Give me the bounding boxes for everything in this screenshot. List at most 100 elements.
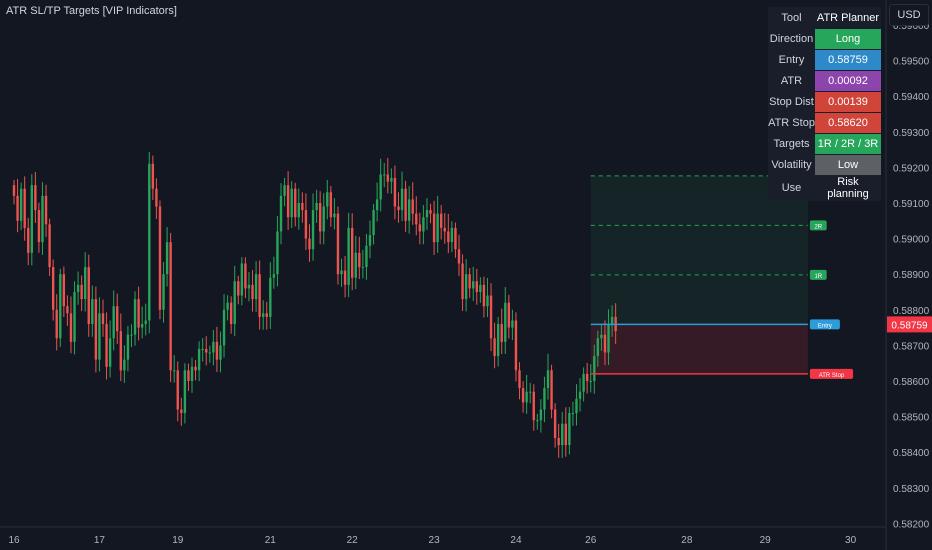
- candle: [347, 212, 350, 298]
- candle: [233, 265, 236, 337]
- candle: [397, 192, 400, 223]
- price-tick-label: 0.58900: [893, 270, 930, 281]
- time-axis[interactable]: 16 17 19 21 22 23 24 26 28 29 30: [8, 535, 856, 546]
- indicator-title[interactable]: ATR SL/TP Targets [VIP Indicators]: [6, 5, 177, 17]
- time-tick-label: 28: [681, 535, 693, 546]
- candle: [226, 295, 229, 321]
- candle: [155, 178, 158, 219]
- axes[interactable]: [0, 0, 887, 550]
- candle: [16, 179, 19, 233]
- candle: [116, 293, 119, 344]
- price-badges: 0.58759: [887, 316, 932, 333]
- candle: [561, 411, 564, 458]
- candle: [553, 403, 557, 448]
- candle: [525, 374, 528, 414]
- candle: [311, 193, 315, 261]
- candle: [237, 275, 240, 305]
- candle: [37, 202, 41, 253]
- candle: [44, 184, 48, 237]
- price-tick-label: 0.58600: [893, 377, 930, 388]
- candle: [240, 257, 244, 306]
- candle: [447, 213, 450, 254]
- candle: [464, 258, 468, 312]
- price-tick-label: 0.59100: [893, 199, 930, 210]
- candle: [276, 216, 279, 287]
- price-tick-label: 0.59000: [893, 235, 930, 246]
- time-tick-label: 21: [265, 535, 277, 546]
- candle: [557, 423, 560, 458]
- candle: [69, 296, 73, 354]
- time-tick-label: 30: [845, 535, 857, 546]
- candle: [251, 270, 254, 312]
- candle: [98, 297, 101, 372]
- price-axis[interactable]: 0.59600 0.59500 0.59400 0.59300 0.59200 0.591…: [893, 21, 930, 531]
- candle: [208, 345, 211, 363]
- candle: [187, 363, 190, 392]
- time-tick-label: 19: [172, 535, 184, 546]
- candle: [290, 181, 293, 229]
- candle: [73, 281, 76, 355]
- candle: [354, 235, 357, 290]
- candle: [205, 336, 208, 366]
- candle: [34, 172, 37, 223]
- candle: [568, 407, 571, 455]
- candle: [137, 286, 140, 341]
- candle: [372, 203, 375, 245]
- svg-text:2R: 2R: [814, 224, 822, 230]
- candle: [219, 331, 222, 373]
- candle: [536, 413, 539, 430]
- candle: [550, 364, 553, 419]
- candle: [94, 286, 98, 373]
- candle: [511, 309, 514, 341]
- candle: [123, 345, 126, 383]
- candle: [215, 326, 219, 373]
- candle: [436, 195, 439, 253]
- candle: [390, 168, 393, 194]
- candle: [165, 227, 169, 287]
- candle: [294, 182, 297, 227]
- info-label: ATR: [780, 75, 803, 87]
- info-row: Volatility Low: [768, 155, 881, 175]
- info-row: Entry 0.58759: [768, 50, 881, 70]
- candle: [48, 218, 51, 277]
- candle: [283, 177, 286, 207]
- candle: [229, 296, 233, 334]
- info-row: Targets 1R / 2R / 3R: [768, 134, 881, 154]
- candle: [429, 203, 432, 224]
- candle: [59, 268, 62, 347]
- candle: [422, 205, 425, 245]
- candle: [472, 266, 475, 301]
- price-tick-label: 0.58500: [893, 413, 930, 424]
- candle: [375, 182, 379, 222]
- info-value: 0.58620: [815, 113, 881, 133]
- candle: [432, 200, 436, 255]
- candle: [486, 277, 489, 318]
- candle: [265, 301, 268, 330]
- info-value: Low: [815, 155, 881, 175]
- candle: [84, 252, 87, 312]
- candle: [443, 213, 446, 244]
- info-label: Direction: [769, 33, 814, 45]
- candle: [450, 221, 454, 253]
- candle: [361, 249, 365, 279]
- candle: [212, 329, 215, 366]
- level-tag: ATR Stop: [809, 368, 854, 379]
- candle: [76, 271, 80, 305]
- candle: [368, 220, 372, 259]
- info-value: Risk planning: [815, 176, 881, 200]
- candle: [493, 322, 496, 369]
- time-tick-label: 24: [510, 535, 522, 546]
- currency-button[interactable]: USD: [889, 4, 929, 26]
- candle: [190, 357, 194, 393]
- price-tick-label: 0.58200: [893, 519, 930, 530]
- price-tick-label: 0.58300: [893, 484, 930, 495]
- candle: [12, 179, 16, 205]
- candle: [475, 268, 478, 305]
- price-tick-label: 0.59600: [893, 21, 930, 32]
- info-value: ATR Planner: [815, 8, 881, 28]
- candle: [91, 285, 94, 337]
- candle: [386, 158, 389, 194]
- candle: [140, 306, 144, 339]
- info-label: ATR Stop: [768, 117, 815, 129]
- candle: [351, 213, 354, 291]
